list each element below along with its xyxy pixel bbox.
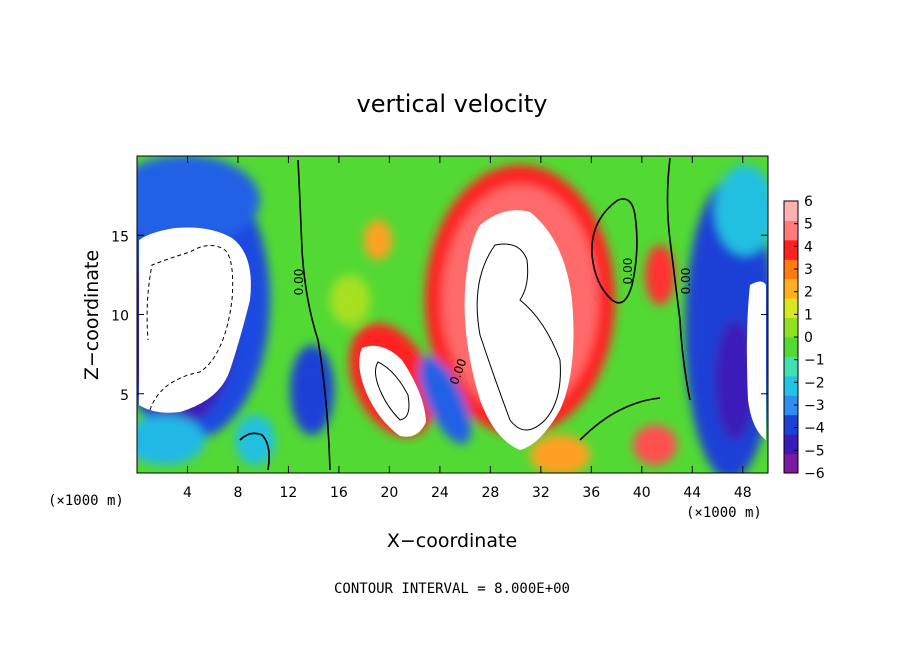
colorbar-tick-label: 5 — [804, 217, 813, 233]
y-axis-label: Z−coordinate — [81, 250, 103, 380]
x-tick-label: 32 — [532, 485, 550, 501]
colorbar-swatch — [784, 259, 798, 280]
x-unit-label-left: (×1000 m) — [48, 493, 124, 509]
y-tick-label: 10 — [111, 309, 129, 325]
colorbar-tick-label: −4 — [804, 421, 825, 437]
x-tick-label: 16 — [330, 485, 348, 501]
x-tick-label: 20 — [380, 485, 398, 501]
contour-interval-note: CONTOUR INTERVAL = 8.000E+00 — [334, 581, 570, 597]
colorbar-tick-label: −2 — [804, 375, 825, 391]
x-unit-label-right: (×1000 m) — [686, 505, 762, 521]
colorbar-tick-label: −6 — [804, 466, 825, 482]
x-tick-label: 48 — [734, 485, 752, 501]
zero-contours — [239, 157, 691, 471]
colorbar-swatch — [784, 298, 798, 319]
x-tick-label: 44 — [683, 485, 701, 501]
negative-contour — [146, 245, 234, 411]
x-tick-label: 24 — [431, 485, 449, 501]
y-tick-label: 15 — [111, 229, 129, 245]
colorbar-tick-label: −3 — [804, 398, 825, 414]
contour-label: 0.00 — [621, 258, 635, 285]
x-tick-label: 28 — [481, 485, 499, 501]
y-axis: 5 10 15 — [111, 229, 768, 404]
inner-contours — [375, 243, 561, 431]
colorbar-swatch — [784, 434, 798, 455]
colorbar-swatch — [784, 395, 798, 416]
x-axis: 4 8 12 16 20 24 28 32 36 40 44 48 — [183, 156, 752, 501]
colorbar: 6 5 4 3 2 1 0 −1 −2 −3 −4 −5 −6 — [783, 194, 825, 482]
y-tick-label: 5 — [120, 388, 129, 404]
colorbar-tick-label: 4 — [804, 239, 813, 255]
x-tick-label: 36 — [582, 485, 600, 501]
colorbar-tick-label: −5 — [804, 443, 825, 459]
x-tick-label: 40 — [633, 485, 651, 501]
heatmap-field: 0.00 0.00 0.00 0.00 — [137, 156, 768, 473]
colorbar-tick-label: 6 — [804, 194, 813, 210]
colorbar-swatch — [784, 220, 798, 241]
colorbar-tick-label: 1 — [804, 307, 813, 323]
colorbar-swatch — [784, 356, 798, 377]
x-tick-label: 8 — [233, 485, 242, 501]
contour-label: 0.00 — [292, 269, 306, 296]
colorbar-swatch — [784, 375, 798, 396]
colorbar-tick-label: −1 — [804, 353, 825, 369]
colorbar-swatch — [784, 317, 798, 338]
colorbar-swatch — [784, 337, 798, 357]
colorbar-tick-label: 0 — [804, 330, 813, 346]
colorbar-tick-label: 2 — [804, 285, 813, 301]
colorbar-swatch — [784, 453, 798, 474]
colorbar-swatch — [784, 239, 798, 260]
colorbar-swatch — [784, 278, 798, 299]
x-tick-label: 12 — [280, 485, 298, 501]
plot-area: 0.00 0.00 0.00 0.00 — [136, 155, 769, 474]
chart-title: vertical velocity — [357, 90, 548, 118]
x-axis-label: X−coordinate — [387, 530, 517, 552]
contour-label: 0.00 — [679, 268, 693, 295]
x-tick-label: 4 — [183, 485, 192, 501]
colorbar-tick-label: 3 — [804, 262, 813, 278]
colorbar-swatch — [784, 201, 798, 221]
colorbar-swatch — [784, 414, 798, 435]
